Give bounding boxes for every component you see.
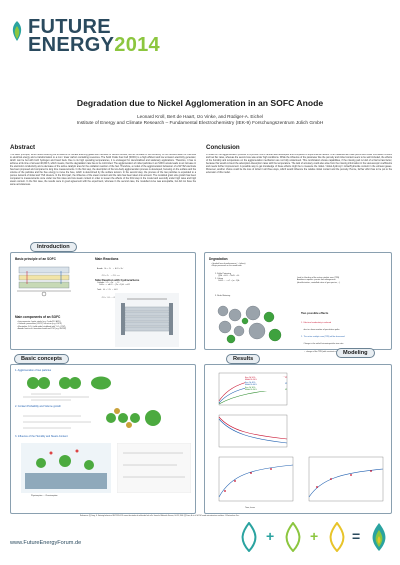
logo-word-future: FUTURE <box>28 16 111 38</box>
legend-item: Model Ni 50% <box>245 379 257 382</box>
legend-item: Exp. Ni 50% <box>245 377 256 379</box>
humidity-formula-image <box>117 443 191 493</box>
reaction-anode-2: CO + O²⁻ → CO₂ + e⁻ <box>97 275 121 278</box>
component-item: • Interconnector: ferritic steels (e.g. … <box>17 321 61 323</box>
authors-line: Leonard Kroll, Bert de Haart, Izo Vinke,… <box>137 114 263 119</box>
degradation-bullet-text: Gradual loss of performance (→ failure) <box>212 263 246 265</box>
main-reactions-heading: Main Reactions <box>95 257 119 261</box>
basic-principle-heading: Basic principle of an SOFC <box>15 257 56 261</box>
legend-item: Model Ni 40% <box>245 384 257 387</box>
degradation-bullet: • Gradual loss of performance (→ failure… <box>211 263 246 265</box>
formula-agglomeration <box>23 393 89 401</box>
degradation-note: Lead to: blocking of the active catalyti… <box>297 277 340 279</box>
introduction-banner: Introduction <box>30 242 77 252</box>
basic-concepts-banner: Basic concepts <box>14 354 70 364</box>
results-legend: Exp. Ni 50% Model Ni 50% Exp. Ni 40% Mod… <box>245 377 285 392</box>
degradation-item-coking: 2. Coking <box>215 277 223 280</box>
degradation-box: Degradation • Gradual loss of performanc… <box>204 252 392 353</box>
side-reaction-formula: CₙH₂ₙ₊₂ + nH₂O → (2n + 1)H₂ + nCO <box>99 284 131 286</box>
results-box: Exp. Ni 50% Model Ni 50% Exp. Ni 40% Mod… <box>204 364 392 514</box>
legend-item: Exp. Ni 40% <box>245 381 256 384</box>
reaction-anode-1: Anode: H₂ + O²⁻ → H₂O + 2e⁻ <box>97 267 124 270</box>
modeling-banner: Modeling <box>336 348 375 358</box>
degradation-notes: Lead to: blocking of the active catalyti… <box>297 277 389 284</box>
sofc-stack-image <box>115 293 179 347</box>
logo: FUTURE ENERGY2014 <box>10 16 190 60</box>
effect-conductivity: 1. Electrical conductivity is reduced <box>301 321 331 324</box>
side-reaction-heading: Side Reaction with hydrocarbons <box>95 278 140 282</box>
step1-heading: 1. Agglomeration of two particles <box>15 369 52 372</box>
reaction-cathode: Cathode: ½O₂ + 2e⁻ → O²⁻ <box>97 282 121 285</box>
main-components-heading: Main components of an SOFC <box>15 315 61 319</box>
component-anode: Anode: matrix of a transition-metal and … <box>18 328 67 331</box>
humidity-image <box>21 443 111 493</box>
two-effects-list: 1. Electrical conductivity is reduced du… <box>301 317 391 358</box>
component-electrolyte: Electrolyte: ZrO₂ (solid oxide) stabilis… <box>18 325 66 328</box>
conclusion-text: A model for the agglomeration process in… <box>206 154 392 174</box>
component-item: • Anode: matrix of a transition-metal an… <box>17 328 67 331</box>
page-title: Degradation due to Nickel Agglomeration … <box>76 98 324 108</box>
drop-yellow-icon <box>329 522 345 552</box>
footer-url[interactable]: www.FutureEnergyForum.de <box>10 540 82 546</box>
degradation-item-sintering: 3. Nickel Sintering <box>215 295 231 297</box>
results-time-axis-label: Time, hours <box>245 507 255 509</box>
effect-tpb: 2. The active catalytic area (TPB) will … <box>301 336 345 339</box>
degradation-bullet-text: Major processes on the anode side <box>212 265 242 268</box>
logo-year: 2014 <box>114 34 160 56</box>
component-cathode: Cathode: perovskites (LSCF) / structure … <box>18 323 62 326</box>
legend-item: Exp. Ni 30% <box>245 386 256 389</box>
degradation-bullets: • Gradual loss of performance (→ failure… <box>211 263 311 268</box>
nickel-sintering-image <box>217 305 282 344</box>
contact-probability-formulas <box>23 415 91 429</box>
conclusion-heading: Conclusion <box>206 144 240 151</box>
reaction-total-1: Total: H₂ + ½O₂ → H₂O <box>97 289 118 292</box>
references: References: [1] Jiang, S. Sintering beha… <box>80 516 240 517</box>
degradation-note: (desulfurization, controlled ratios of g… <box>297 281 341 284</box>
degradation-item-sulfur: 1. Sulfur Poisoning <box>215 273 231 275</box>
step3-heading: 3. Influence of the Humidity and Steam-C… <box>15 435 68 438</box>
institute-line: Institute of Energy and Climate Research… <box>76 121 324 126</box>
intro-box: Basic principle of an SOFC Main Reaction… <box>10 252 196 350</box>
results-banner: Results <box>226 354 261 364</box>
components-list: • Interconnector: ferritic steels (e.g. … <box>17 321 105 331</box>
logo-word-energy: ENERGY2014 <box>28 34 160 56</box>
plus-sign-2: + <box>310 528 319 544</box>
plus-sign-1: + <box>266 528 275 544</box>
abstract-heading: Abstract <box>10 144 36 151</box>
equals-sign: = <box>352 528 361 544</box>
degradation-heading: Degradation <box>209 257 228 261</box>
degradation-items: 1. Sulfur Poisoning (1)Ni + H₂S → Ni₃S₂ … <box>215 273 295 283</box>
logo-energy: ENERGY <box>28 34 115 56</box>
results-chart-2 <box>218 414 288 448</box>
volume-growth-image <box>106 408 161 428</box>
basic-concepts-box: 1. Agglomeration of two particles 2. Con… <box>10 364 196 514</box>
coking-formula: CₙH₂ₙ₊₂ → nC + (n + 1)H₂ <box>218 280 240 283</box>
sulfur-formula: (1)Ni + H₂S → Ni₃S₂ + H₂ <box>218 275 240 278</box>
effect-conductivity-detail: due to a lower number of percolation pat… <box>301 329 340 332</box>
component-item: • Electrolyte: ZrO₂ (solid oxide) stabil… <box>17 325 66 328</box>
drop-teal-icon <box>241 522 257 552</box>
step2-heading: 2. Contact Probability and Volume growth <box>15 405 61 408</box>
reaction-list: Anode: H₂ + O²⁻ → H₂O + 2e⁻ CO + O²⁻ → C… <box>97 263 193 304</box>
leaf-logo-icon <box>12 21 22 41</box>
degradation-bullet: • Major processes on the anode side <box>211 265 242 268</box>
component-interconnector: Interconnector: ferritic steels (e.g. Cr… <box>18 321 61 323</box>
effect-tpb-detail: Change in the nickel-/zirconia-particle … <box>301 343 344 346</box>
drop-combined-icon <box>372 523 386 551</box>
degradation-note: Avoidance requires: precise fuel managem… <box>297 279 336 282</box>
results-chart-4 <box>308 456 384 502</box>
abstract-text: The basic principle, which allow reducin… <box>10 154 196 186</box>
drop-green-icon <box>285 522 301 552</box>
component-item: • Cathode: perovskites (LSCF) / structur… <box>17 323 62 326</box>
sofc-principle-diagram <box>17 266 71 297</box>
two-particles-image <box>27 376 111 390</box>
two-effects-heading: Two possible effects <box>301 311 329 315</box>
physisorption-label: Physisorption → Chemisorption <box>31 495 58 497</box>
results-chart-3 <box>218 456 294 502</box>
legend-item: Model Ni 30% <box>245 389 257 392</box>
